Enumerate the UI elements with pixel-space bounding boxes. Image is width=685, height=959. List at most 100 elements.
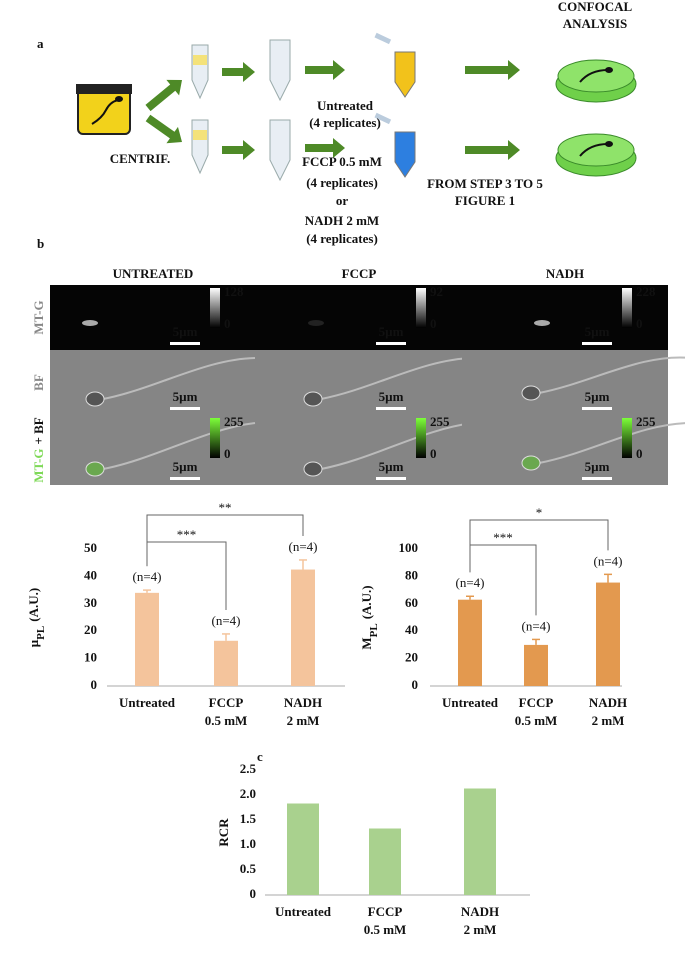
annotation: (n=4) bbox=[212, 613, 241, 628]
label: CENTRIF. bbox=[110, 151, 171, 166]
x-tick-label: 0.5 mM bbox=[364, 922, 407, 937]
y-axis-label-sub: PL bbox=[368, 623, 380, 637]
x-tick-label: 2 mM bbox=[592, 713, 625, 728]
y-axis-label-unit: (A.U.) bbox=[26, 588, 41, 622]
sperm-tail bbox=[102, 357, 256, 400]
colorbar-max: 255 bbox=[430, 414, 450, 429]
signal bbox=[534, 320, 550, 326]
y-tick-label: 1.0 bbox=[240, 836, 256, 851]
annotation: (n=4) bbox=[594, 553, 623, 568]
y-axis-label-unit: (A.U.) bbox=[359, 585, 374, 619]
scale-label: 5µm bbox=[379, 389, 404, 404]
bar bbox=[458, 599, 482, 686]
x-tick-label: Untreated bbox=[275, 904, 332, 919]
scale-bar bbox=[582, 477, 612, 480]
y-tick-label: 100 bbox=[399, 540, 419, 555]
significance-label: *** bbox=[493, 530, 513, 545]
label: (4 replicates) bbox=[306, 231, 378, 246]
arrow bbox=[222, 140, 255, 160]
y-axis-label-main: M bbox=[359, 637, 374, 649]
x-tick-label: FCCP bbox=[368, 904, 403, 919]
sperm-head bbox=[303, 391, 323, 407]
sperm-head bbox=[521, 385, 541, 401]
arrow bbox=[465, 140, 520, 160]
scale-bar bbox=[582, 407, 612, 410]
sperm-head bbox=[85, 391, 105, 407]
significance-bracket bbox=[146, 514, 304, 567]
label: FIGURE 1 bbox=[455, 193, 515, 208]
colorbar bbox=[210, 418, 220, 458]
scale-label: 5µm bbox=[173, 389, 198, 404]
signal bbox=[82, 320, 98, 326]
y-tick-label: 0 bbox=[250, 886, 257, 901]
y-tick-label: 0 bbox=[412, 677, 419, 692]
colorbar bbox=[622, 288, 632, 328]
y-axis-label: μPL (A.U.) bbox=[26, 588, 47, 647]
colorbar-min: 0 bbox=[224, 446, 231, 461]
y-tick-label: 50 bbox=[84, 540, 97, 555]
colorbar bbox=[622, 418, 632, 458]
annotation: (n=4) bbox=[289, 539, 318, 554]
label: ANALYSIS bbox=[563, 16, 628, 31]
annotation: (n=4) bbox=[522, 618, 551, 633]
scale-bar bbox=[376, 407, 406, 410]
micrograph bbox=[462, 350, 668, 415]
colorbar-min: 0 bbox=[224, 316, 231, 331]
annotation: (n=4) bbox=[133, 569, 162, 584]
scale-label: 5µm bbox=[585, 389, 610, 404]
signal bbox=[308, 320, 324, 326]
bar bbox=[464, 788, 496, 895]
label: or bbox=[336, 193, 349, 208]
row-label: MT-G + BF bbox=[31, 417, 46, 483]
colorbar-max: 128 bbox=[224, 284, 244, 299]
y-tick-label: 80 bbox=[405, 567, 418, 582]
micrograph bbox=[50, 285, 256, 350]
micrograph bbox=[256, 350, 462, 415]
x-tick-label: Untreated bbox=[119, 695, 176, 710]
sperm-tail bbox=[320, 422, 474, 470]
y-tick-label: 0 bbox=[91, 677, 98, 692]
significance-label: ** bbox=[219, 500, 232, 515]
y-axis-label: MPL (A.U.) bbox=[359, 585, 380, 649]
sperm-tail bbox=[102, 422, 256, 470]
micrograph bbox=[256, 415, 462, 485]
row-label-text: BF bbox=[31, 374, 46, 391]
x-tick-label: 2 mM bbox=[287, 713, 320, 728]
row-label-suffix: + BF bbox=[31, 417, 46, 444]
arrow bbox=[222, 62, 255, 82]
micrograph bbox=[256, 285, 462, 350]
label: NADH 2 mM bbox=[305, 213, 379, 228]
scale-label: 5µm bbox=[585, 459, 610, 474]
label: (4 replicates) bbox=[306, 175, 378, 190]
scale-bar bbox=[170, 342, 200, 345]
column-header: NADH bbox=[546, 266, 584, 281]
y-tick-label: 20 bbox=[84, 622, 97, 637]
y-axis-label-sub: PL bbox=[35, 626, 47, 640]
colorbar-max: 92 bbox=[430, 284, 443, 299]
bar bbox=[291, 569, 315, 686]
workflow-graphics bbox=[76, 32, 637, 182]
x-tick-label: Untreated bbox=[442, 695, 499, 710]
sperm-head bbox=[303, 461, 323, 477]
significance-bracket bbox=[469, 519, 609, 573]
y-tick-label: 0.5 bbox=[240, 861, 257, 876]
arrow bbox=[145, 114, 183, 144]
y-tick-label: 2.5 bbox=[240, 761, 257, 776]
scale-bar bbox=[376, 342, 406, 345]
label: FCCP 0.5 mM bbox=[302, 154, 382, 169]
y-tick-label: 20 bbox=[405, 650, 418, 665]
x-tick-label: 0.5 mM bbox=[205, 713, 248, 728]
x-tick-label: FCCP bbox=[519, 695, 554, 710]
scale-label: 5µm bbox=[379, 459, 404, 474]
colorbar-min: 0 bbox=[636, 446, 643, 461]
colorbar-min: 0 bbox=[430, 316, 437, 331]
x-tick-label: 0.5 mM bbox=[515, 713, 558, 728]
y-tick-label: 40 bbox=[84, 567, 97, 582]
bar bbox=[214, 640, 238, 686]
y-tick-label: 1.5 bbox=[240, 811, 257, 826]
arrow bbox=[465, 60, 520, 80]
micrograph bbox=[462, 415, 668, 485]
x-tick-label: NADH bbox=[589, 695, 627, 710]
x-tick-label: NADH bbox=[461, 904, 499, 919]
significance-label: *** bbox=[177, 527, 197, 542]
